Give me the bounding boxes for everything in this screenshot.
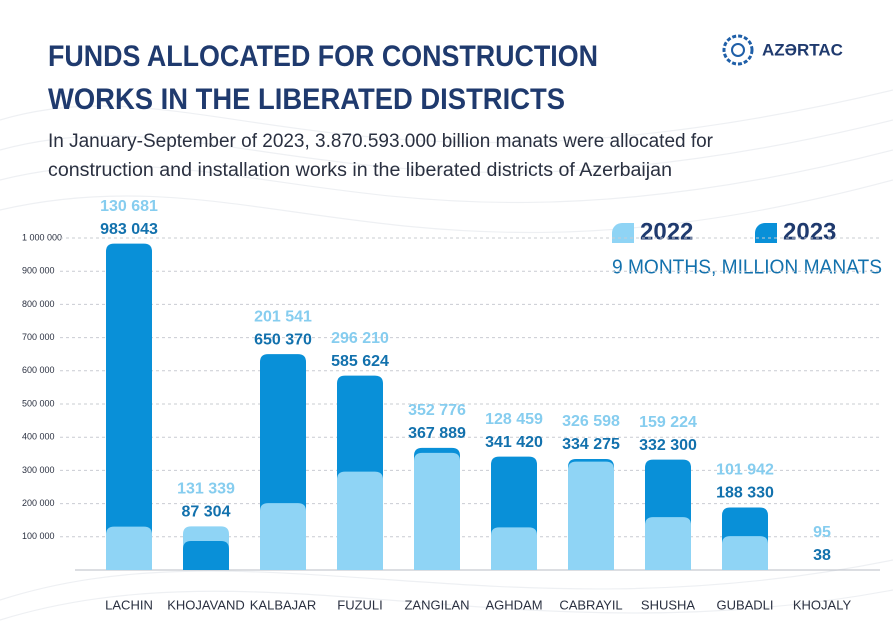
value-label: 326 598 — [562, 413, 620, 430]
value-label: 128 459 — [485, 411, 543, 428]
legend-swatch — [755, 223, 777, 243]
bar — [183, 541, 229, 570]
y-tick-label: 1 000 000 — [22, 232, 62, 242]
subtitle-line: In January-September of 2023, 3.870.593.… — [48, 131, 714, 152]
bar — [491, 527, 537, 570]
legend-swatch — [612, 223, 634, 243]
x-tick-label: KHOJAVAND — [167, 597, 245, 612]
value-label: 585 624 — [331, 353, 389, 370]
value-label: 38 — [813, 547, 831, 564]
background-waves — [0, 89, 893, 621]
brand: AZƏRTAC — [762, 40, 843, 59]
x-tick-label: FUZULI — [337, 597, 383, 612]
y-tick-label: 400 000 — [22, 432, 55, 442]
legend: 2022 2023 9 MONTHS, MILLION MANATS — [612, 218, 882, 278]
y-tick-label: 700 000 — [22, 332, 55, 342]
value-label: 296 210 — [331, 330, 389, 347]
value-label: 130 681 — [100, 198, 158, 215]
value-label: 101 942 — [716, 462, 774, 479]
bar — [414, 452, 460, 570]
y-tick-label: 800 000 — [22, 299, 55, 309]
x-tick-label: SHUSHA — [641, 597, 696, 612]
bar — [568, 461, 614, 570]
value-label: 332 300 — [639, 437, 697, 454]
bar — [337, 471, 383, 570]
value-label: 95 — [813, 524, 831, 541]
value-label: 188 330 — [716, 485, 774, 502]
legend-label: 2023 — [783, 218, 836, 245]
value-label: 159 224 — [639, 414, 697, 431]
unit-label: 9 MONTHS, MILLION MANATS — [612, 256, 882, 278]
bar — [645, 517, 691, 570]
y-tick-label: 600 000 — [22, 365, 55, 375]
y-tick-label: 500 000 — [22, 398, 55, 408]
x-tick-label: ZANGILAN — [404, 597, 469, 612]
value-label: 131 339 — [177, 481, 235, 498]
title-line: FUNDS ALLOCATED FOR CONSTRUCTION — [48, 40, 598, 73]
bar — [260, 503, 306, 570]
x-tick-label: LACHIN — [105, 597, 153, 612]
value-label: 367 889 — [408, 425, 466, 442]
value-label: 201 541 — [254, 308, 312, 325]
value-label: 650 370 — [254, 331, 312, 348]
legend-label: 2022 — [640, 218, 693, 245]
x-tick-label: KHOJALY — [793, 597, 852, 612]
x-tick-label: GUBADLI — [716, 597, 773, 612]
x-tick-label: KALBAJAR — [250, 597, 316, 612]
title-line: WORKS IN THE LIBERATED DISTRICTS — [48, 83, 565, 116]
y-tick-label: 100 000 — [22, 531, 55, 541]
y-tick-label: 200 000 — [22, 498, 55, 508]
value-label: 87 304 — [182, 504, 231, 521]
y-tick-label: 300 000 — [22, 465, 55, 475]
y-tick-label: 900 000 — [22, 266, 55, 276]
value-label: 983 043 — [100, 221, 158, 238]
value-label: 341 420 — [485, 434, 543, 451]
bar — [106, 526, 152, 570]
bar — [106, 243, 152, 570]
logo: AZƏRTAC — [722, 34, 843, 66]
x-tick-label: AGHDAM — [485, 597, 542, 612]
x-tick-label: CABRAYIL — [559, 597, 622, 612]
value-label: 352 776 — [408, 402, 466, 419]
value-label: 334 275 — [562, 436, 620, 453]
subtitle-line: construction and installation works in t… — [48, 160, 672, 181]
bar — [722, 536, 768, 570]
